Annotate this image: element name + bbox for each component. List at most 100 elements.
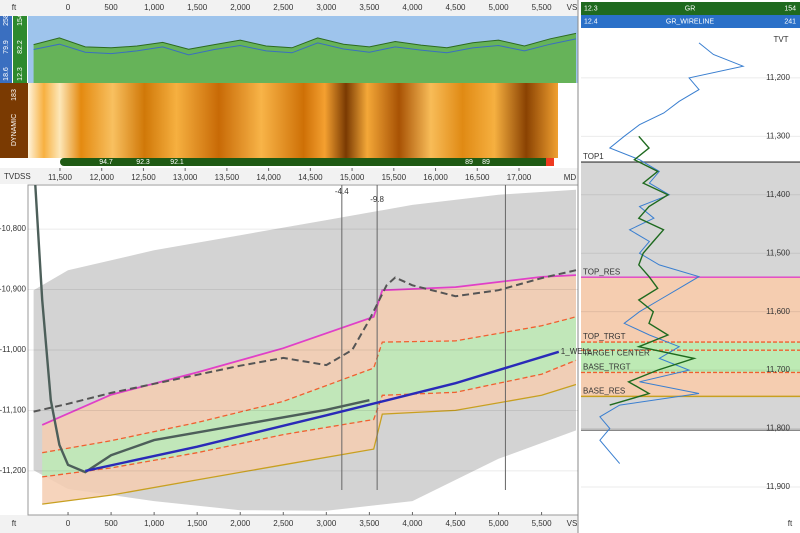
md-tick-label: 14,500 bbox=[298, 173, 323, 182]
marker-label: 92.3 bbox=[136, 159, 150, 166]
x-tick-label-bottom: 1,500 bbox=[187, 519, 208, 528]
x-tick-label-top: 0 bbox=[66, 3, 71, 12]
tvt-tick-label: 11,500 bbox=[766, 248, 790, 257]
scale-label: 18.6 bbox=[3, 67, 10, 81]
series-label: 1_WELL bbox=[561, 347, 592, 356]
header-max: 154 bbox=[784, 5, 796, 12]
x-tick-label-top: 4,000 bbox=[402, 3, 423, 12]
x-tick-label-bottom: 2,000 bbox=[230, 519, 251, 528]
x-tick-label-top: 5,500 bbox=[532, 3, 553, 12]
blue-scale-column bbox=[0, 16, 12, 83]
heatmap-scale bbox=[0, 83, 28, 158]
md-tick-label: 16,500 bbox=[465, 173, 490, 182]
x-tick-label-top: 3,500 bbox=[359, 3, 380, 12]
unit-label: ft bbox=[788, 519, 793, 528]
x-tick-label-top: 2,500 bbox=[273, 3, 294, 12]
unit-label: ft bbox=[12, 519, 17, 528]
marker-label: 92.1 bbox=[170, 159, 184, 166]
header-name: GR_WIRELINE bbox=[666, 18, 715, 25]
header-min: 12.3 bbox=[584, 5, 598, 12]
md-tick-label: 12,000 bbox=[89, 173, 114, 182]
scale-label: 258 bbox=[3, 14, 10, 26]
x-tick-label-top: 1,000 bbox=[144, 3, 165, 12]
y-tick-label: -11,000 bbox=[0, 345, 27, 354]
md-axis-bar bbox=[0, 168, 578, 184]
scale-label: 82.2 bbox=[17, 40, 24, 54]
md-tick-label: 13,000 bbox=[173, 173, 198, 182]
log-curve bbox=[609, 135, 697, 406]
zone-label: TARGET CENTER bbox=[583, 348, 650, 357]
heatmap-value: 183 bbox=[11, 89, 18, 101]
x-tick-label-bottom: 3,500 bbox=[359, 519, 380, 528]
marker-label: 89 bbox=[482, 159, 490, 166]
x-tick-label-bottom: 5,000 bbox=[489, 519, 510, 528]
marker-label: -4.4 bbox=[335, 187, 349, 196]
horizon-line bbox=[42, 383, 577, 505]
tvt-tick-label: 11,200 bbox=[766, 73, 790, 82]
zone-label: TOP_RES bbox=[583, 267, 620, 276]
md-tick-label: 15,500 bbox=[382, 173, 407, 182]
y-tick-label: -10,900 bbox=[0, 285, 27, 294]
y-axis-label: TVDSS bbox=[4, 172, 31, 181]
zone-fill bbox=[581, 396, 800, 431]
md-tick-label: 12,500 bbox=[131, 173, 156, 182]
marker-label: 89 bbox=[465, 159, 473, 166]
header-min: 12.4 bbox=[584, 18, 598, 25]
md-axis-label: MD bbox=[564, 173, 577, 182]
series-line bbox=[34, 185, 370, 474]
heatmap bbox=[28, 83, 558, 158]
x-tick-label-top: 2,000 bbox=[230, 3, 251, 12]
zone-label: BASE_RES bbox=[583, 386, 625, 395]
zone-label: TOP1 bbox=[583, 152, 604, 161]
x-tick-label-top: 5,000 bbox=[489, 3, 510, 12]
y-tick-label: -10,800 bbox=[0, 224, 27, 233]
x-tick-label-bottom: 4,500 bbox=[445, 519, 466, 528]
tvt-tick-label: 11,700 bbox=[766, 365, 790, 374]
md-tick-label: 11,500 bbox=[48, 173, 72, 182]
scale-label: 154 bbox=[17, 14, 24, 26]
zone-fill bbox=[581, 350, 800, 373]
horizon-line bbox=[42, 359, 577, 478]
tvt-tick-label: 11,300 bbox=[766, 131, 790, 140]
green-scale-column bbox=[13, 16, 27, 83]
md-tick-label: 17,000 bbox=[507, 173, 532, 182]
zone-label: TOP_TRGT bbox=[583, 332, 626, 341]
tvt-tick-label: 11,800 bbox=[766, 424, 790, 433]
marker-label: -9.8 bbox=[370, 195, 384, 204]
x-tick-label-bottom: 2,500 bbox=[273, 519, 294, 528]
x-axis-label-bottom: VS bbox=[567, 519, 578, 528]
header-name: GR bbox=[685, 5, 696, 12]
y-tick-label: -11,100 bbox=[0, 406, 27, 415]
tvt-tick-label: 11,600 bbox=[766, 307, 790, 316]
top-axis-bar bbox=[0, 0, 578, 16]
x-tick-label-top: 500 bbox=[104, 3, 118, 12]
scale-label: 12.3 bbox=[17, 67, 24, 81]
header-max: 241 bbox=[784, 18, 796, 25]
x-tick-label-top: 3,000 bbox=[316, 3, 337, 12]
horizon-line bbox=[41, 274, 577, 426]
gamma-line bbox=[33, 32, 577, 50]
unit-label: ft bbox=[12, 3, 17, 12]
gamma-line bbox=[33, 38, 577, 56]
x-tick-label-bottom: 0 bbox=[66, 519, 71, 528]
md-tick-label: 16,000 bbox=[423, 173, 448, 182]
md-tick-label: 13,500 bbox=[215, 173, 240, 182]
log-curve bbox=[599, 42, 745, 464]
zone-band bbox=[42, 275, 576, 453]
md-tick-label: 14,000 bbox=[256, 173, 281, 182]
md-tick-label: 15,000 bbox=[340, 173, 365, 182]
x-tick-label-top: 4,500 bbox=[445, 3, 466, 12]
x-tick-label-top: 1,500 bbox=[187, 3, 208, 12]
wireline-header bbox=[581, 15, 800, 28]
zone-label: BASE_TRGT bbox=[583, 363, 631, 372]
zone-band bbox=[42, 360, 576, 505]
marker-end bbox=[546, 158, 554, 166]
x-tick-label-bottom: 1,000 bbox=[144, 519, 165, 528]
tvt-tick-label: 11,900 bbox=[766, 482, 790, 491]
gamma-area bbox=[33, 33, 577, 83]
y-tick-label: -11,200 bbox=[0, 466, 27, 475]
x-axis-label-top: VS bbox=[567, 3, 578, 12]
x-tick-label-bottom: 3,000 bbox=[316, 519, 337, 528]
tvt-tick-label: 11,400 bbox=[766, 190, 790, 199]
